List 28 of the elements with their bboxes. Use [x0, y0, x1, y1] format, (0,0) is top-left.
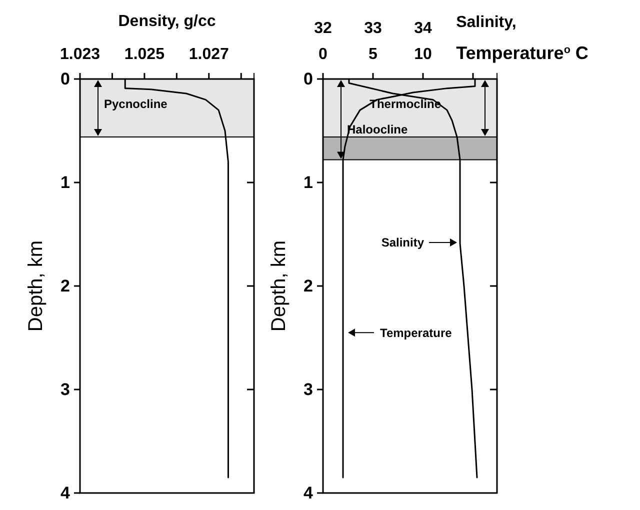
y-tick-label: 1	[304, 172, 313, 192]
y-tick-label: 0	[60, 69, 70, 88]
y-tick-label: 3	[304, 380, 313, 399]
band-label: Thermocline	[370, 97, 442, 112]
y-axis-title: Depth, km	[25, 240, 47, 332]
x-axis-title: Density, g/cc	[118, 13, 216, 30]
x-tick-label: 1.025	[124, 46, 165, 63]
y-tick-label: 3	[60, 380, 70, 399]
y-tick-label: 2	[60, 276, 70, 296]
x2-tick-label: 34	[414, 20, 432, 37]
y-tick-label: 0	[304, 69, 313, 88]
x-tick-label: 0	[318, 46, 328, 63]
y-tick-label: 1	[60, 172, 70, 192]
y-tick-label: 4	[60, 483, 71, 502]
annotation: Salinity	[381, 236, 424, 250]
x-tick-label: 1.027	[188, 46, 230, 63]
x2-tick-label: 33	[364, 20, 382, 37]
annotation: Temperature	[380, 326, 452, 340]
band-label: Pycnocline	[104, 97, 168, 112]
x-tick-label: 1.023	[60, 46, 100, 63]
y-tick-label: 4	[304, 483, 314, 502]
y-axis-title: Depth, km	[268, 240, 290, 332]
x-tick-label: 10	[414, 46, 432, 63]
y-tick-label: 2	[304, 276, 313, 296]
x-tick-label: 5	[368, 46, 378, 63]
x2-tick-label: 32	[314, 20, 332, 37]
x2-axis-title: Salinity,	[456, 14, 516, 31]
x-axis-title: Temperature$^{o}$ C	[456, 43, 588, 63]
